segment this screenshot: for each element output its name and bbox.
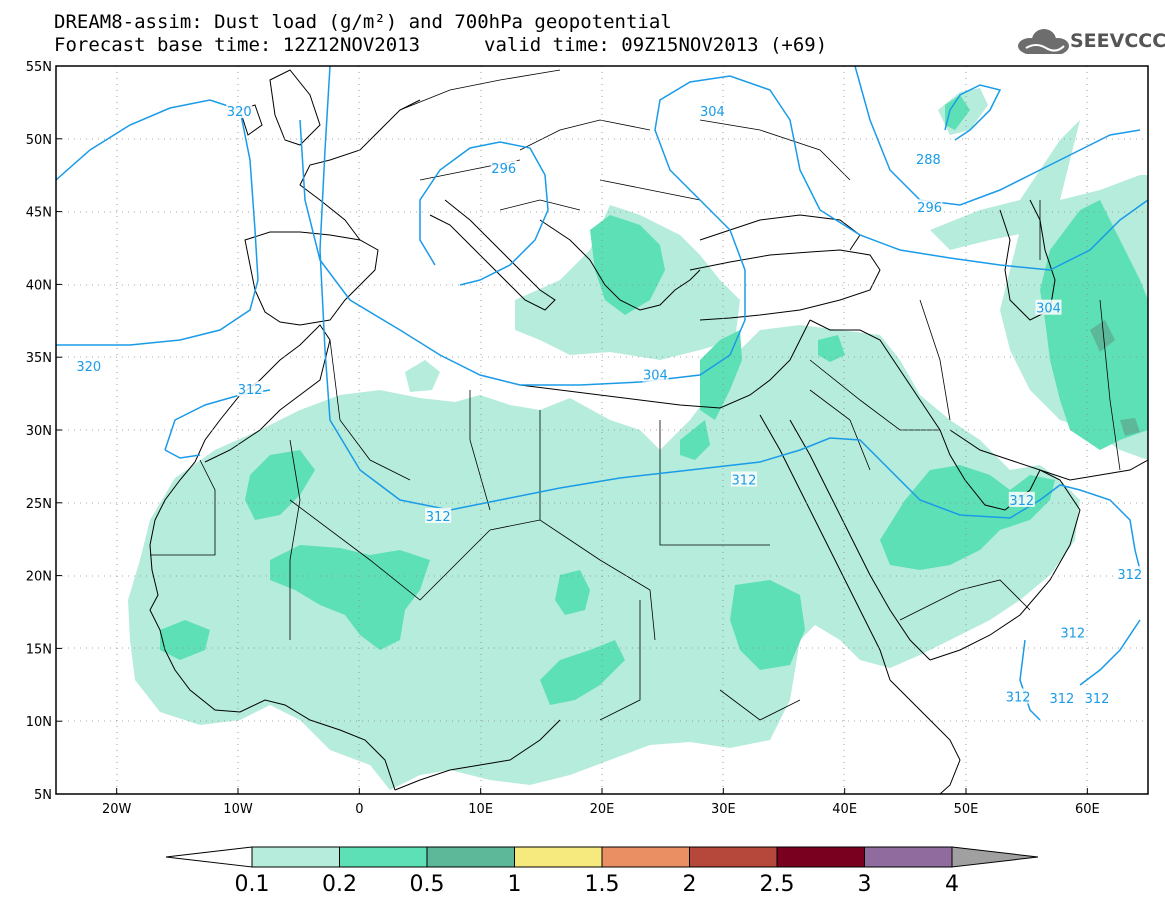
contour-label: 320: [76, 360, 101, 375]
colorbar-segment: [514, 846, 603, 868]
contour-labels: 320 320 304 296 288 296 304 304 312 312 312 312 312 3…: [75, 103, 1143, 707]
contour-label: 304: [1036, 302, 1061, 317]
contour-label-bg: [1048, 689, 1075, 705]
x-tick-label: 60E: [1075, 802, 1100, 817]
contour-label: 304: [643, 369, 668, 384]
colorbar-label: 4: [945, 872, 959, 897]
valid-time: valid time: 09Z15NOV2013 (+69): [484, 34, 828, 56]
colorbar-segment: [776, 846, 865, 868]
contour-label-bg: [916, 199, 943, 215]
colorbar-label: 3: [858, 872, 872, 897]
geopotential-contours: [56, 66, 1148, 721]
contour-label-bg: [1084, 689, 1111, 705]
contour-label-bg: [915, 151, 942, 167]
colorbar-label: 2.5: [760, 872, 795, 897]
y-tick-label: 25N: [26, 497, 52, 512]
contour-label-bg: [730, 471, 757, 487]
contour-label: 304: [700, 105, 725, 120]
contour-label: 312: [1060, 626, 1085, 641]
colorbar-segment: [339, 846, 428, 868]
y-tick-label: 45N: [26, 206, 52, 221]
contour-label: 296: [491, 162, 516, 177]
contour-label: 312: [238, 383, 263, 398]
contour-label-bg: [1059, 624, 1086, 640]
y-tick-label: 5N: [34, 788, 52, 803]
colorbar-label: 0.2: [322, 872, 357, 897]
colorbar-segment: [689, 846, 778, 868]
contour-label-bg: [75, 357, 102, 373]
y-tick-label: 35N: [26, 351, 52, 366]
colorbar: 0.1 0.2 0.5 1 1.5 2 2.5 3 4: [165, 846, 1039, 897]
x-tick-label: 20W: [102, 802, 132, 817]
contour-label: 312: [1085, 692, 1110, 707]
map-title: DREAM8-assim: Dust load (g/m²) and 700hP…: [54, 11, 672, 33]
x-axis: 20W 10W 0 10E 20E 30E 40E 50E 60E: [102, 788, 1100, 817]
contour-label: 312: [1009, 494, 1034, 509]
contour-label: 312: [1117, 568, 1142, 583]
colorbar-label: 0.5: [410, 872, 445, 897]
colorbar-label: 1.5: [585, 872, 620, 897]
country-borders: [150, 69, 1121, 721]
y-tick-label: 20N: [26, 570, 52, 585]
x-tick-label: 20E: [590, 802, 615, 817]
x-tick-label: 0: [355, 802, 363, 817]
contour-label: 312: [1006, 690, 1031, 705]
x-tick-label: 10E: [468, 802, 493, 817]
y-tick-label: 55N: [26, 60, 52, 75]
x-tick-label: 30E: [711, 802, 736, 817]
y-tick-label: 40N: [26, 278, 52, 293]
forecast-base-time: Forecast base time: 12Z12NOV2013: [54, 34, 421, 56]
colorbar-segment: [426, 846, 515, 868]
colorbar-low-extension: [165, 846, 253, 868]
contour-label-bg: [425, 507, 452, 523]
contour-label: 312: [732, 474, 757, 489]
contour-label-bg: [1005, 688, 1032, 704]
contour-label: 312: [1049, 692, 1074, 707]
contour-label-bg: [490, 159, 517, 175]
contour-label: 296: [917, 201, 942, 216]
y-axis: 55N 50N 45N 40N 35N 30N 25N 20N 15N 10N 5N: [26, 60, 62, 803]
contour-label-bg: [1116, 566, 1143, 582]
contour-label-bg: [1035, 299, 1062, 315]
contour-label-bg: [642, 366, 669, 382]
coastlines: [149, 69, 1148, 794]
dust-shading-light: [128, 88, 1148, 790]
colorbar-segment: [251, 846, 340, 868]
logo-text: SEEVCCC: [1070, 30, 1165, 52]
contour-label-bg: [226, 103, 253, 119]
colorbar-label: 2: [683, 872, 697, 897]
contour-label-bg: [699, 103, 726, 119]
colorbar-segment: [601, 846, 690, 868]
colorbar-segment: [864, 846, 953, 868]
colorbar-label: 0.1: [235, 872, 270, 897]
contour-label: 288: [916, 153, 941, 168]
contour-label-bg: [237, 381, 264, 397]
contour-label: 320: [227, 105, 252, 120]
x-tick-label: 10W: [223, 802, 253, 817]
x-tick-label: 40E: [832, 802, 857, 817]
cloud-icon: [1018, 29, 1069, 54]
x-tick-label: 50E: [954, 802, 979, 817]
y-tick-label: 10N: [26, 715, 52, 730]
dust-shading-dark: [1090, 320, 1140, 436]
y-tick-label: 50N: [26, 133, 52, 148]
y-tick-label: 30N: [26, 424, 52, 439]
colorbar-high-extension: [951, 846, 1039, 868]
y-tick-label: 15N: [26, 642, 52, 657]
contour-label: 312: [426, 510, 451, 525]
grid-lines: [56, 66, 1148, 794]
contour-label-bg: [1008, 491, 1035, 507]
colorbar-label: 1: [508, 872, 522, 897]
